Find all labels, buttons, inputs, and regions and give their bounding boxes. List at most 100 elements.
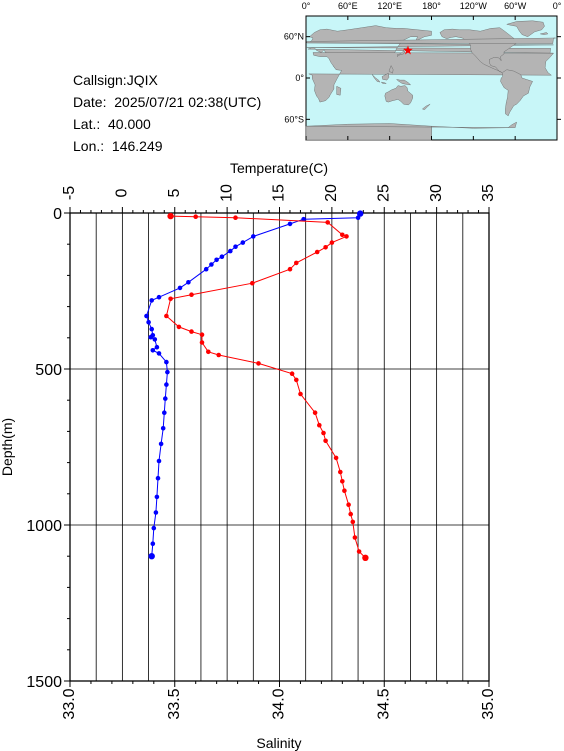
temperature-data-point [214, 257, 219, 263]
map-land-shape [421, 104, 431, 110]
temperature-data-point [287, 221, 293, 227]
temperature-tick-label: 15 [271, 184, 288, 202]
callsign-label: Callsign:JQIX [73, 72, 158, 88]
map-lat-label: 0° [295, 73, 304, 83]
salinity-data-point [167, 212, 174, 220]
map-land-shape [305, 121, 517, 141]
temperature-data-point [148, 334, 153, 340]
salinity-data-point [321, 430, 326, 436]
map-land-shape [540, 32, 549, 35]
temperature-data-point [186, 280, 191, 285]
temperature-data-point [233, 244, 238, 249]
date-label: Date: 2025/07/21 02:38(UTC) [73, 94, 262, 110]
salinity-tick-label: 33.5 [166, 688, 183, 719]
salinity-data-point [298, 391, 303, 397]
salinity-data-point [256, 361, 261, 366]
salinity-data-point [323, 245, 328, 250]
temperature-data-point [164, 359, 169, 365]
salinity-data-point [329, 240, 335, 245]
salinity-data-point [344, 234, 349, 239]
map-land-shape [388, 65, 394, 74]
temperature-tick-label: 20 [323, 184, 340, 202]
salinity-data-point [176, 324, 182, 330]
temperature-data-point [357, 210, 364, 217]
temperature-tick-label: 25 [375, 184, 392, 202]
location-map: 0° 60°E 120°E 180° 120°W 60°W 0° 60°N 0° 60°S [284, 1, 562, 141]
salinity-tick-label: 34.0 [271, 688, 288, 719]
temperature-data-point [149, 298, 154, 303]
salinity-data-point [294, 377, 299, 383]
temperature-data-point [177, 285, 183, 291]
salinity-data-point [199, 340, 205, 345]
temperature-data-point [251, 234, 256, 239]
salinity-data-point [356, 549, 362, 554]
map-land [305, 20, 556, 141]
salinity-data-point [325, 220, 331, 225]
map-land-shape [381, 72, 390, 81]
temperature-data-point [156, 351, 162, 356]
temperature-tick-label: 0 [114, 188, 131, 197]
salinity-data-point [287, 266, 293, 272]
depth-tick-label: 0 [53, 206, 62, 223]
salinity-data-point [323, 438, 328, 444]
temperature-data-point [156, 294, 162, 300]
temperature-data-point [155, 475, 161, 481]
map-lat-label: 60°N [284, 32, 304, 42]
salinity-data-point [340, 232, 345, 238]
temperature-data-point [146, 319, 151, 325]
temperature-data-point [150, 541, 156, 546]
temperature-data-point [154, 494, 160, 500]
temperature-data-point [203, 266, 209, 272]
salinity-data-point [164, 313, 169, 319]
temperature-data-point [151, 525, 157, 531]
salinity-data-point [250, 280, 255, 286]
salinity-data-point [168, 296, 173, 302]
profile-chart: -5 0 5 10 15 20 25 30 35 33.0 33.5 34.0 34.5 35.0 0 500… [0, 160, 497, 751]
temperature-data-point [158, 441, 164, 447]
depth-axis-title: Depth(m) [0, 418, 15, 476]
map-land-shape [306, 37, 556, 44]
temperature-axis-title: Temperature(C) [230, 160, 328, 176]
temperature-data-point [165, 369, 170, 375]
latitude-label: Lat.: 40.000 [73, 116, 151, 132]
salinity-data-point [314, 249, 320, 255]
map-lon-label: 60°W [504, 1, 527, 11]
map-land-shape [372, 74, 381, 83]
temperature-data-point [153, 510, 159, 515]
temperature-tick-label: 10 [218, 184, 235, 202]
temperature-data-point [219, 254, 225, 259]
map-lon-label: 120°W [460, 1, 488, 11]
salinity-data-point [216, 352, 221, 358]
temperature-data-point [355, 215, 361, 220]
temperature-data-point [152, 337, 158, 342]
salinity-data-point [294, 260, 299, 266]
salinity-tick-label: 35.0 [480, 688, 497, 719]
temperature-data-point [240, 240, 246, 245]
map-land-shape [500, 69, 533, 117]
salinity-data-point [346, 502, 351, 508]
map-lon-label: 120°E [377, 1, 402, 11]
temperature-data-point [301, 216, 306, 222]
temperature-tick-label: -5 [61, 186, 78, 200]
salinity-data-point [348, 511, 354, 517]
salinity-data-point [193, 214, 198, 219]
salinity-data-point [189, 329, 194, 334]
longitude-label: Lon.: 146.249 [73, 138, 163, 154]
salinity-data-point [338, 469, 343, 475]
salinity-tick-label: 33.0 [61, 688, 78, 719]
temperature-data-point [149, 326, 154, 332]
temperature-data-point [209, 262, 214, 267]
salinity-data-point [340, 479, 345, 484]
temperature-tick-label: 35 [480, 184, 497, 202]
depth-tick-label: 1500 [26, 674, 62, 691]
map-land-shape [380, 81, 387, 84]
salinity-data-point [317, 422, 322, 428]
temperature-data-point [156, 458, 162, 464]
map-land-shape [384, 85, 413, 106]
map-land-shape [506, 20, 545, 37]
salinity-tick-label: 34.5 [375, 688, 392, 719]
salinity-data-point [350, 519, 356, 525]
map-lon-label: 60°E [338, 1, 358, 11]
salinity-data-point [289, 371, 295, 377]
